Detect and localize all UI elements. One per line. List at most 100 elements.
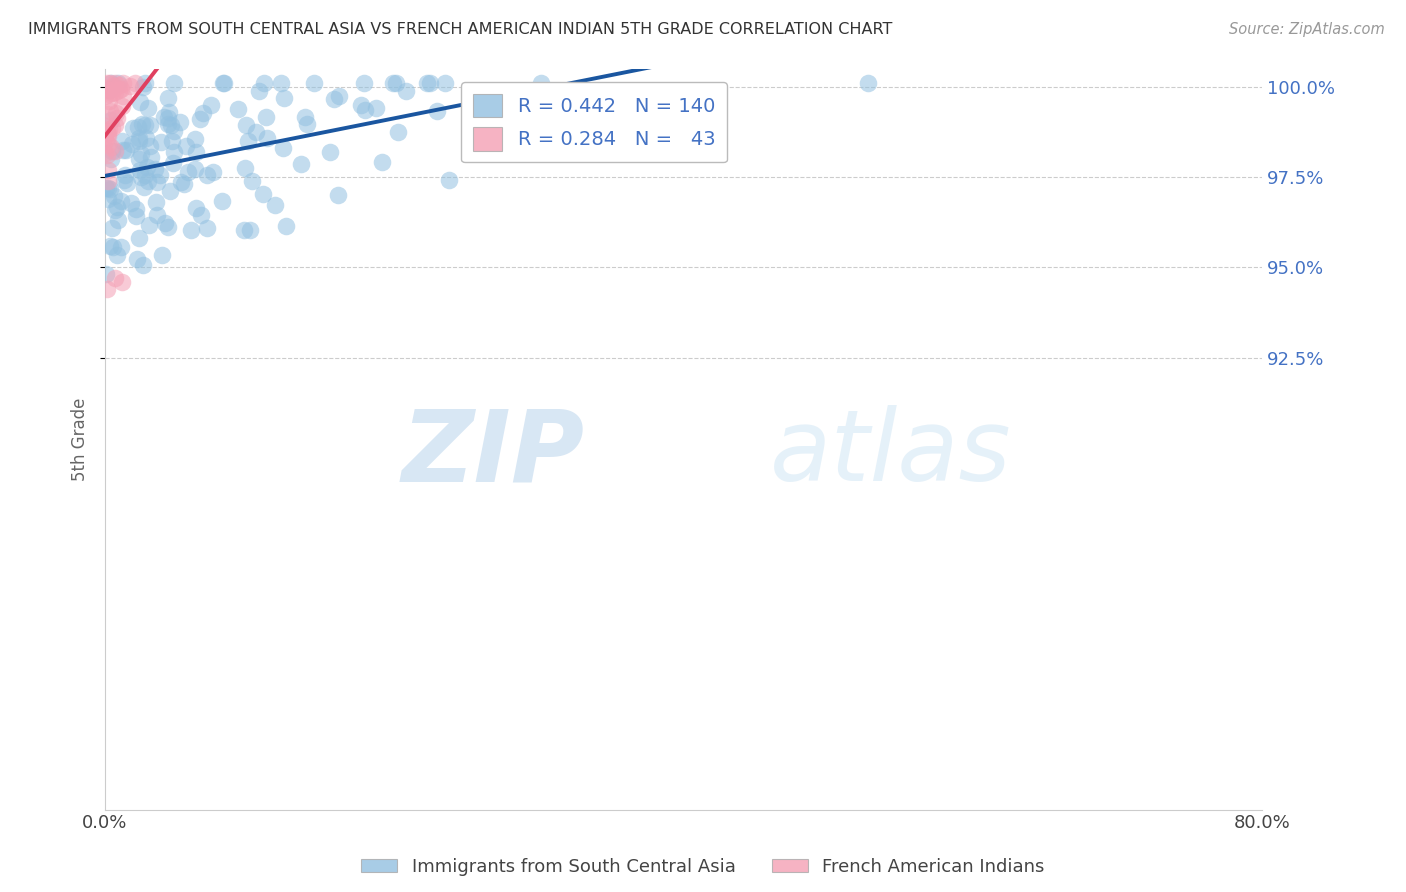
Point [104,203,127,218]
Point [173,177,195,191]
Point [97,137,120,152]
Point [115,143,138,157]
Point [236,134,259,148]
Point [100,152,122,166]
Text: ZIP: ZIP [402,405,585,502]
Point [156,117,179,131]
Point [162,155,184,169]
Point [191,105,214,120]
Point [202,165,225,179]
Point [159,118,181,132]
Point [252,76,274,90]
Point [93,128,115,143]
Point [328,88,350,103]
Point [235,118,257,132]
Point [322,92,344,106]
Point [239,223,262,237]
Point [100,76,122,90]
Point [97,129,120,144]
Point [188,112,211,127]
Point [96,282,118,296]
Point [134,168,156,182]
Point [98,94,121,108]
Point [111,76,134,90]
Point [183,131,205,145]
Point [245,125,267,139]
Text: atlas: atlas [770,405,1012,502]
Point [381,76,404,90]
Point [350,98,373,112]
Point [254,110,277,124]
Point [169,115,191,129]
Point [127,252,149,266]
Point [124,202,146,217]
Point [122,120,145,135]
Point [100,140,122,154]
Point [111,134,134,148]
Point [97,181,120,195]
Point [97,87,120,101]
Point [128,231,150,245]
Point [97,192,120,206]
Point [105,200,128,214]
Point [384,76,406,90]
Point [437,172,460,186]
Point [97,162,120,177]
Point [294,110,316,124]
Point [94,80,117,95]
Point [134,76,156,90]
Point [271,141,294,155]
Point [295,117,318,131]
Point [110,194,132,208]
Point [97,83,120,97]
Point [134,119,156,133]
Point [256,130,278,145]
Point [97,174,120,188]
Point [94,125,117,139]
Point [135,131,157,145]
Point [128,95,150,110]
Point [132,180,155,194]
Point [97,121,120,136]
Point [94,181,117,195]
Point [107,76,129,90]
Point [107,212,129,227]
Legend: R = 0.442   N = 140, R = 0.284   N =   43: R = 0.442 N = 140, R = 0.284 N = 43 [461,82,727,162]
Point [252,186,274,201]
Point [150,248,173,262]
Point [93,119,115,133]
Point [141,150,163,164]
Point [124,76,146,90]
Point [156,220,179,235]
Point [131,146,153,161]
Point [145,194,167,209]
Point [136,160,159,174]
Point [127,120,149,134]
Point [163,145,186,159]
Point [128,134,150,148]
Point [274,219,297,233]
Point [264,197,287,211]
Point [125,209,148,223]
Point [104,271,127,285]
Point [96,76,118,90]
Point [212,76,235,90]
Point [136,102,159,116]
Point [153,216,176,230]
Point [162,134,184,148]
Point [354,103,377,117]
Point [200,97,222,112]
Point [100,239,122,253]
Point [434,76,457,90]
Point [419,76,441,90]
Point [96,148,118,162]
Point [111,89,134,103]
Point [131,170,153,185]
Point [104,85,127,99]
Point [530,76,553,90]
Point [101,120,124,135]
Point [98,83,121,97]
Point [96,125,118,139]
Point [101,87,124,101]
Point [120,195,142,210]
